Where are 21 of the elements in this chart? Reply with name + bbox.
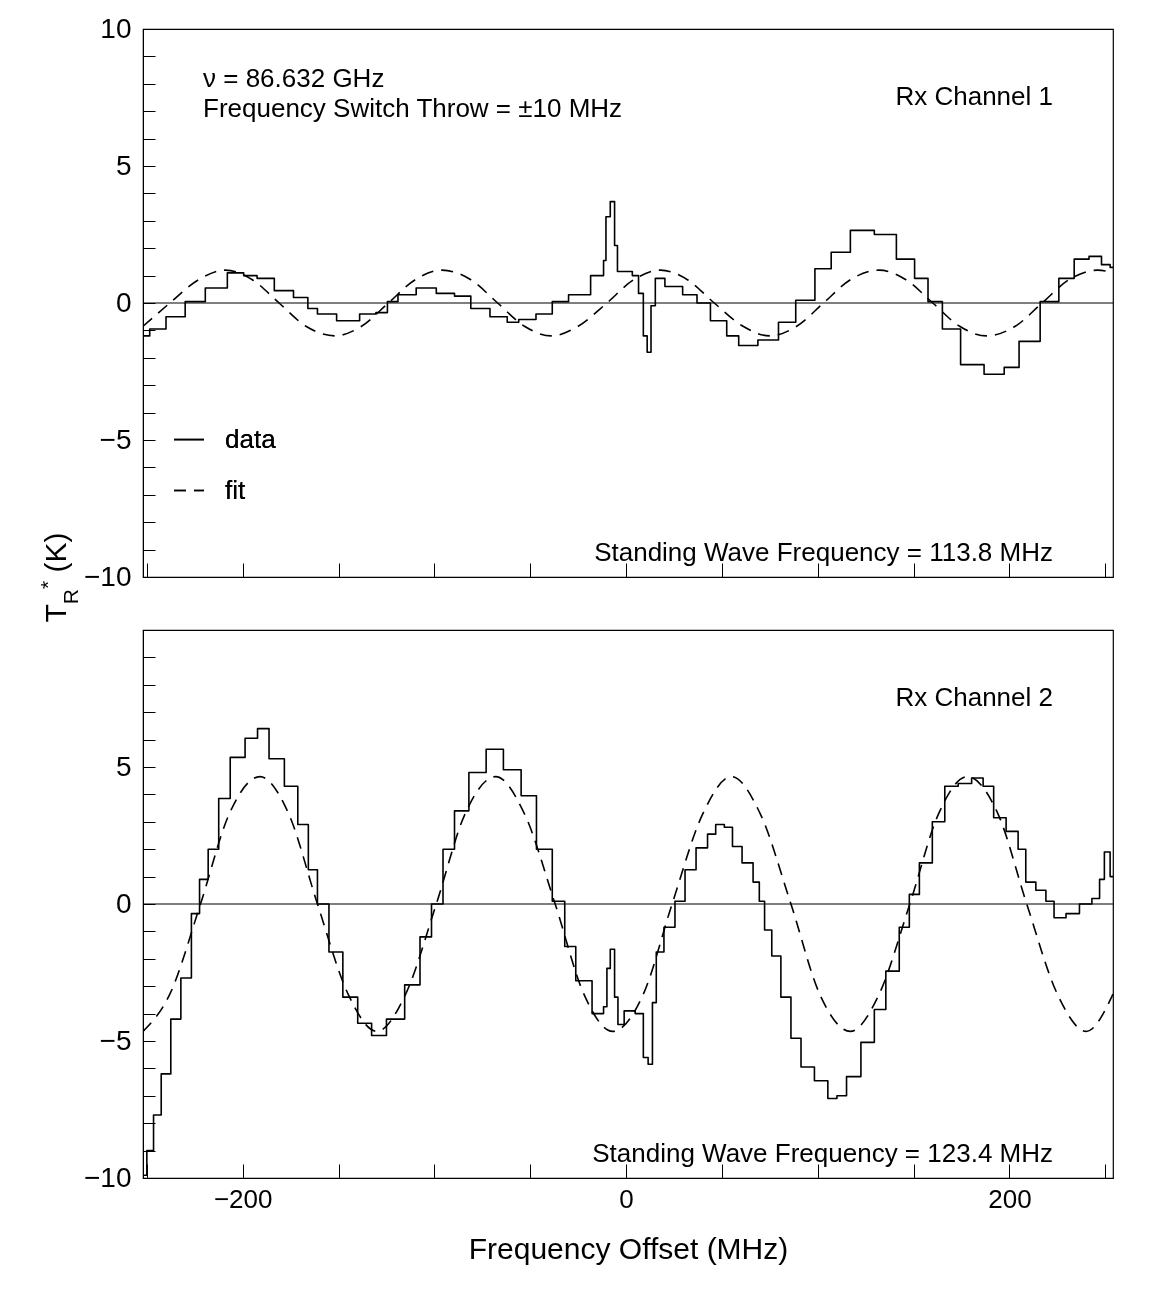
y-tick-label: 0 [115,286,132,318]
annotation: ν = 86.632 GHz [203,63,385,93]
y-tick-label: 10 [100,12,132,44]
annotation: Rx Channel 1 [895,81,1053,111]
y-tick-label: 5 [115,149,132,181]
annotation: Frequency Switch Throw = ±10 MHz [203,93,623,123]
y-tick-label: 0 [115,887,132,919]
y-tick-label: −5 [99,1024,132,1056]
annotation: Rx Channel 2 [895,682,1053,712]
x-tick-label: 0 [619,1183,634,1214]
annotation: Standing Wave Frequency = 123.4 MHz [592,1138,1053,1168]
y-tick-label: 5 [115,750,132,782]
x-axis-title: Frequency Offset (MHz) [468,1231,789,1265]
y-tick-label: −10 [84,1161,132,1193]
legend-label: data [225,423,277,454]
x-tick-label: 200 [988,1183,1032,1214]
y-tick-label: −10 [84,560,132,592]
annotation: Standing Wave Frequency = 113.8 MHz [594,537,1053,567]
x-tick-label: −200 [213,1183,273,1214]
legend-label: fit [225,474,246,505]
y-tick-label: −5 [99,423,132,455]
